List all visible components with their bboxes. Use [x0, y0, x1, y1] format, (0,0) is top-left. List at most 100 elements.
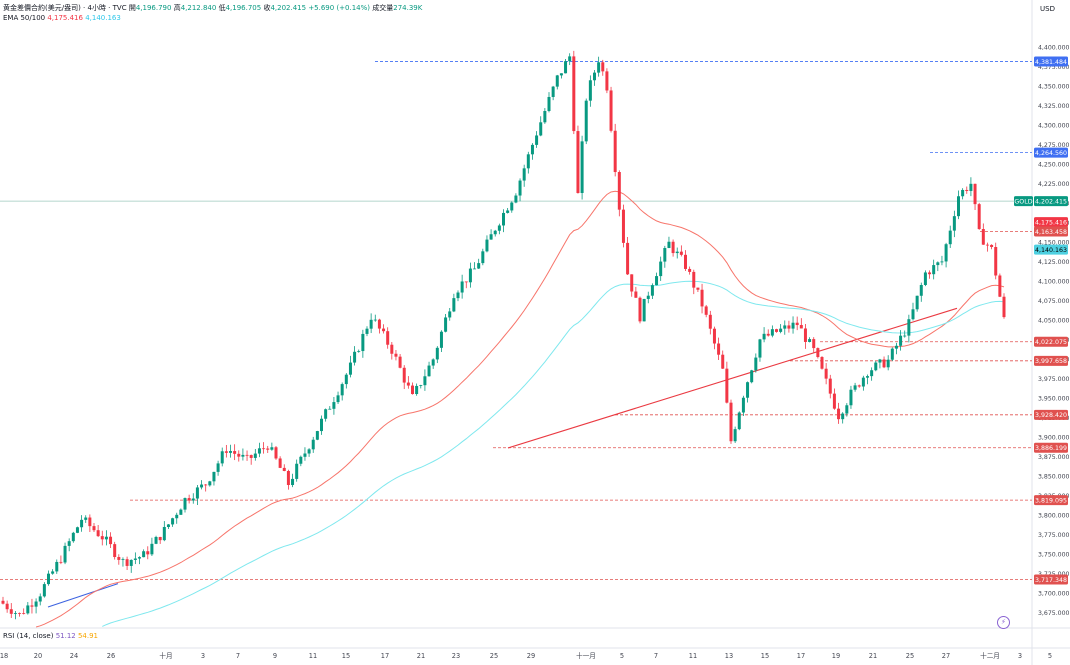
candle-body [675, 251, 679, 254]
price-tick-label: 3,700.000 [1038, 591, 1070, 598]
candle-body [129, 559, 133, 566]
price-tag [1034, 244, 1068, 255]
time-tick-label: 7 [654, 652, 658, 660]
candle-body [481, 251, 485, 264]
candle-body [47, 573, 50, 585]
close-value: 4,202.415 [270, 4, 307, 12]
candle-body [555, 75, 559, 87]
candle-body [340, 384, 344, 396]
candle-body [514, 195, 518, 203]
price-tick-label: 4,250.000 [1038, 162, 1070, 169]
price-tags: 4,381.484 4,264.560 GOLD 4,202.415 4,175.416… [1014, 56, 1068, 585]
candle-body [845, 405, 849, 414]
candle-body [832, 393, 836, 409]
candle-body [191, 498, 195, 501]
price-tick-label: 3,975.000 [1038, 376, 1070, 383]
candle-body [162, 526, 166, 541]
candle-body [837, 408, 841, 420]
price-tick-label: 4,325.000 [1038, 103, 1070, 110]
candle-body [435, 347, 439, 360]
candle-body [911, 309, 915, 320]
candle-body [477, 263, 481, 269]
candle-body [717, 343, 721, 355]
candle-body [138, 557, 141, 559]
time-tick-label: 11 [309, 652, 317, 660]
candle-body [841, 413, 845, 420]
candle-body [535, 135, 539, 145]
symbol-title: 黄金差價合約(美元/盎司) · 4小時 · TVC [3, 4, 127, 12]
candle-body [121, 559, 125, 561]
candle-body [460, 281, 464, 293]
rsi-label: RSI (14, close) [3, 632, 54, 640]
time-tick-label: 25 [906, 652, 914, 660]
candle-body [51, 571, 55, 574]
candle-body [729, 402, 733, 442]
candle-body [605, 71, 609, 91]
price-tag-label: 4,163.458 [1035, 229, 1067, 236]
candle-body [886, 359, 890, 368]
time-axis[interactable]: 18 20 24 26 十月 3 7 9 11 15 17 21 23 25 29 十一月 5 7 11 13 15 17… [0, 651, 1052, 660]
candle-body [791, 322, 795, 329]
candle-body [894, 345, 898, 349]
candle-body [257, 448, 261, 454]
candle-body [965, 189, 969, 191]
candle-body [473, 268, 477, 270]
low-value: 4,196.705 [225, 4, 262, 12]
high-value: 4,212.840 [180, 4, 217, 12]
price-tag-label: 3,819.095 [1035, 498, 1067, 505]
candle-body [518, 180, 522, 196]
candle-body [468, 268, 472, 283]
candle-body [564, 61, 568, 74]
candle-body [303, 453, 307, 457]
candle-body [795, 322, 799, 326]
price-tag-label: GOLD [1014, 199, 1032, 206]
open-value: 4,196.790 [135, 4, 172, 12]
candle-body [18, 613, 22, 614]
candle-body [311, 439, 315, 450]
price-tag [1034, 226, 1068, 237]
ema-legend[interactable]: EMA 50/100 4,175.416 4,140.163 [3, 14, 121, 23]
candle-body [998, 275, 1002, 297]
candle-body [59, 561, 63, 563]
ema-label: EMA 50/100 [3, 14, 46, 22]
price-tag [1034, 409, 1068, 420]
candle-body [109, 536, 113, 545]
time-tick-label: 十一月 [576, 651, 596, 660]
candle-body [932, 265, 936, 275]
price-tick-label: 4,150.000 [1038, 240, 1070, 247]
candle-body [84, 517, 88, 520]
price-tick-label: 3,850.000 [1038, 474, 1070, 481]
candle-body [133, 558, 137, 560]
candle-body [452, 298, 456, 312]
candle-body [812, 339, 816, 349]
candle-body [940, 261, 944, 263]
candle-body [580, 141, 584, 194]
candle-body [9, 609, 13, 614]
price-axis[interactable]: 4,400.000 4,375.000 4,350.000 4,325.000 4,30… [1038, 45, 1070, 618]
rsi-value-1: 51.12 [55, 632, 76, 640]
price-tag [1034, 56, 1068, 67]
candle-body [5, 603, 9, 610]
candle-body [377, 319, 381, 329]
lightning-icon[interactable]: ⚡ [997, 616, 1010, 629]
price-tag [1034, 336, 1068, 347]
ema50-value: 4,175.416 [47, 14, 83, 22]
volume-label: 成交量 [372, 4, 394, 12]
candle-body [344, 374, 348, 385]
candle-body [857, 385, 861, 387]
symbol-legend[interactable]: 黄金差價合約(美元/盎司) · 4小時 · TVC 開4,196.790 高4,… [3, 4, 422, 13]
candle-body [394, 353, 398, 357]
rsi-legend[interactable]: RSI (14, close) 51.12 54.91 [3, 632, 98, 641]
currency-unit-label: USD [1040, 5, 1055, 13]
candle-body [878, 359, 882, 363]
candle-body [88, 517, 92, 527]
candle-body [750, 370, 754, 383]
candlestick-series [1, 50, 1006, 620]
candle-body [249, 455, 253, 458]
candle-body [626, 242, 630, 275]
candle-body [671, 241, 675, 254]
candle-body [609, 90, 613, 131]
candle-body [187, 498, 191, 501]
candle-body [961, 189, 965, 197]
